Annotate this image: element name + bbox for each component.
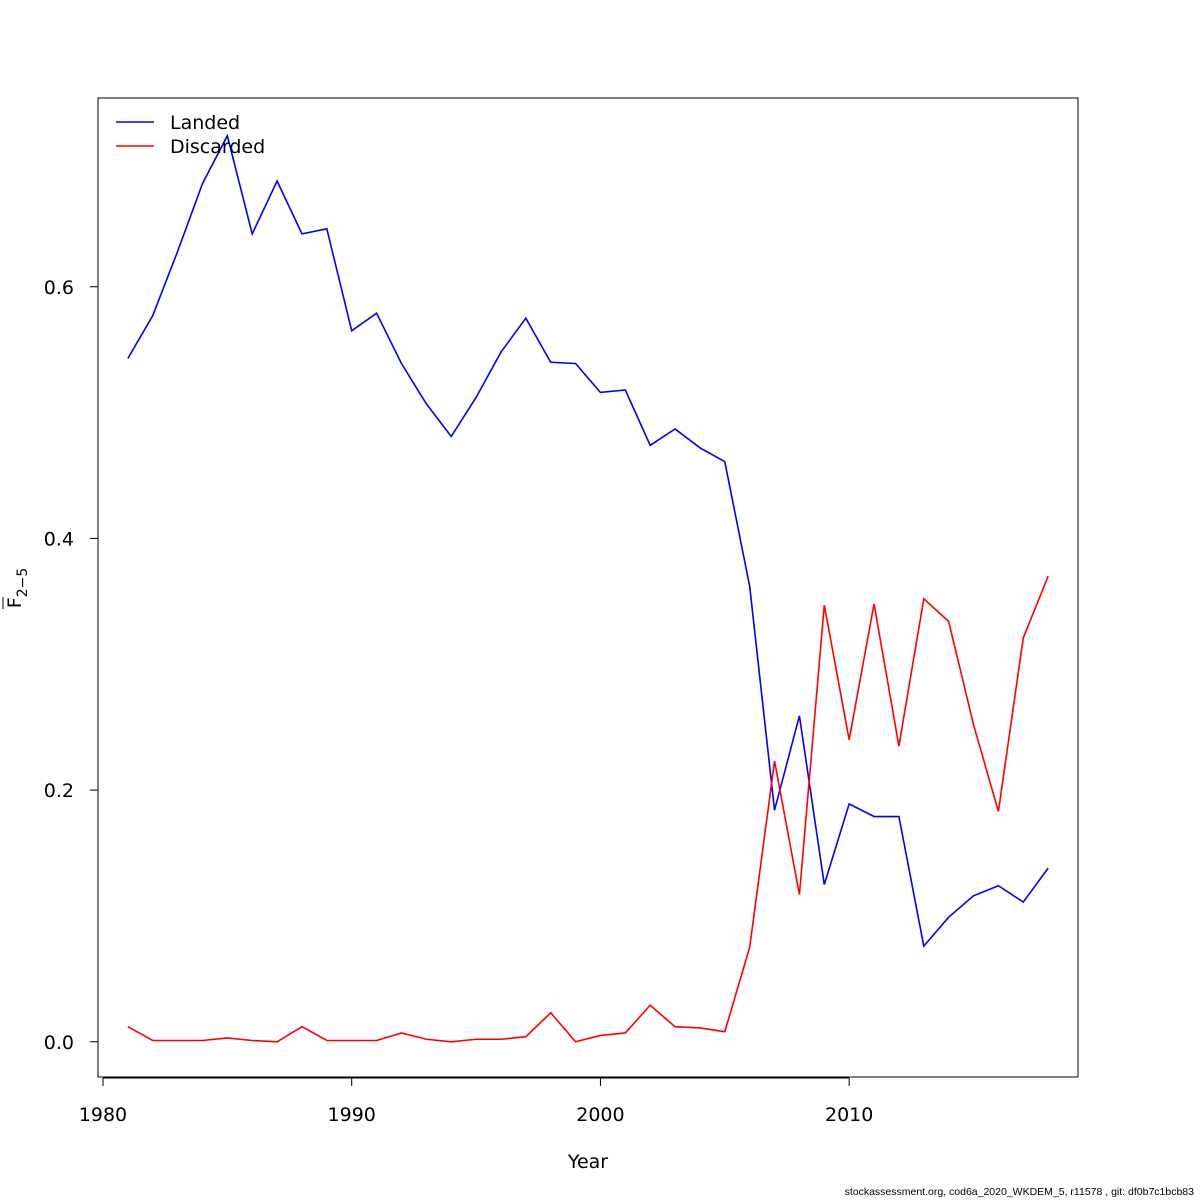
series-line-landed xyxy=(127,133,1049,948)
series-layer xyxy=(127,133,1049,1043)
y-axis-label: F2−5 xyxy=(4,568,31,608)
y-tick-label: 0.6 xyxy=(44,277,74,299)
y-axis-label-sub: 2−5 xyxy=(15,568,31,598)
x-tick-label: 1990 xyxy=(328,1104,376,1126)
y-tick-label: 0.2 xyxy=(44,780,74,802)
y-axis-label-main: F xyxy=(4,597,26,608)
y-tick-label: 0.4 xyxy=(44,528,74,550)
legend: Landed Discarded xyxy=(116,112,265,158)
x-axis-label: Year xyxy=(567,1151,608,1173)
y-tick-label: 0.0 xyxy=(44,1032,74,1054)
y-axis: 0.0 0.2 0.4 0.6 xyxy=(44,277,99,1054)
x-tick-label: 2000 xyxy=(576,1104,624,1126)
plot-frame xyxy=(97,97,1079,1078)
legend-label-landed: Landed xyxy=(170,112,240,134)
footer-credit: stockassessment.org, cod6a_2020_WKDEM_5,… xyxy=(844,1186,1194,1198)
x-axis: 1980 1990 2000 2010 xyxy=(79,1077,873,1126)
series-line-discarded xyxy=(127,575,1049,1043)
x-tick-label: 1980 xyxy=(79,1104,127,1126)
x-tick-label: 2010 xyxy=(825,1104,873,1126)
legend-label-discarded: Discarded xyxy=(170,136,265,158)
